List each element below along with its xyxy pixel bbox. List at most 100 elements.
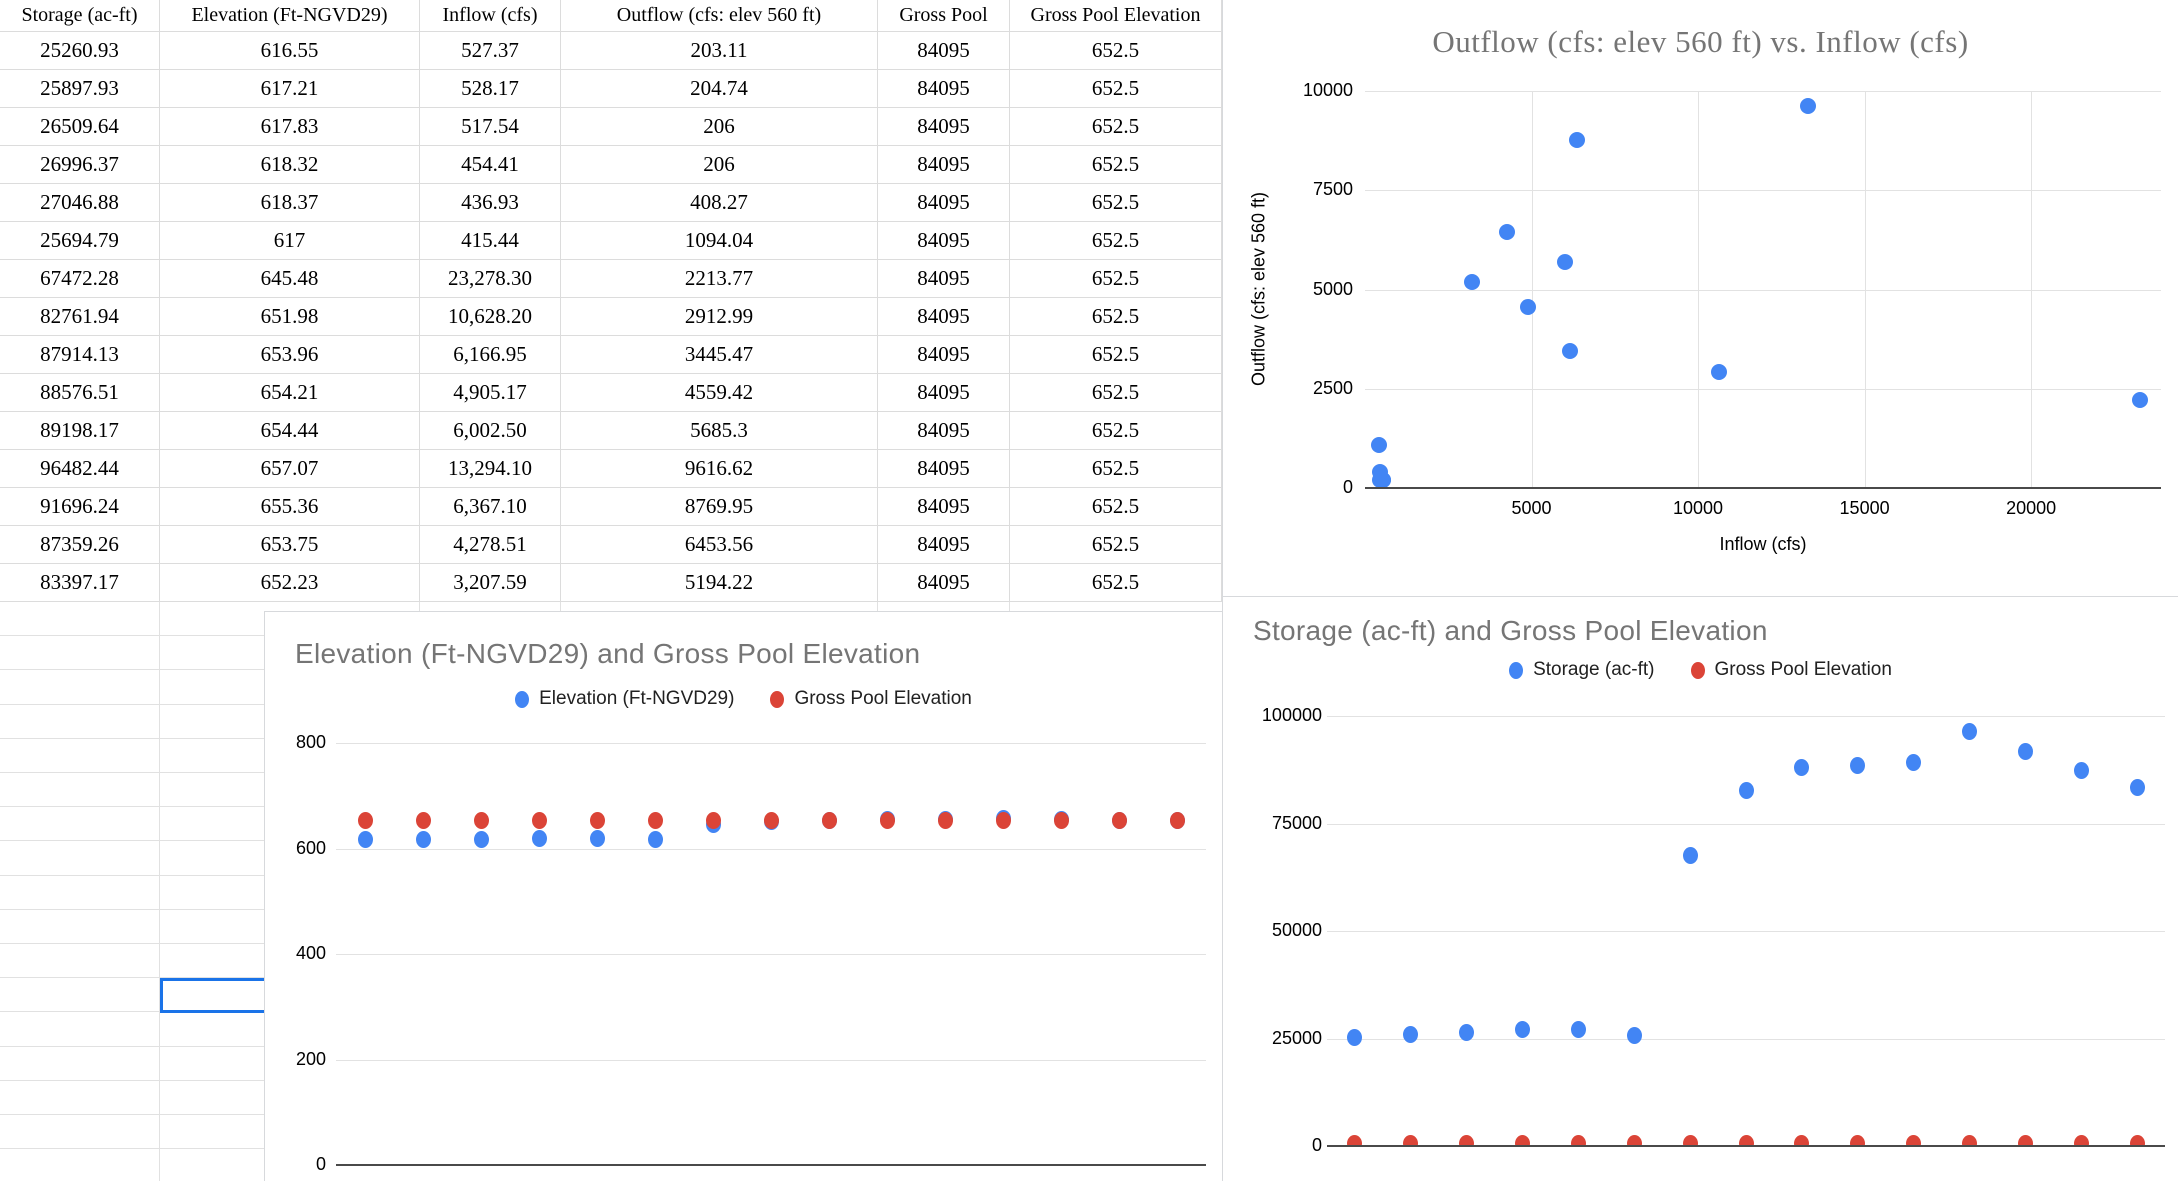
cell[interactable]: 9616.62	[561, 450, 878, 488]
data-point[interactable]	[2017, 1134, 2033, 1147]
cell[interactable]: 84095	[878, 412, 1010, 450]
data-point[interactable]	[1961, 722, 1977, 740]
cell[interactable]: 436.93	[420, 184, 561, 222]
cell[interactable]: 89198.17	[0, 412, 160, 450]
data-point[interactable]	[1738, 781, 1754, 799]
cell[interactable]: 204.74	[561, 70, 878, 108]
cell[interactable]: 652.5	[1010, 374, 1222, 412]
cell[interactable]: 5194.22	[561, 564, 878, 602]
cell[interactable]: 1094.04	[561, 222, 878, 260]
cell[interactable]: 26996.37	[0, 146, 160, 184]
data-point[interactable]	[473, 830, 489, 848]
data-point[interactable]	[357, 831, 373, 849]
cell[interactable]: 653.96	[160, 336, 420, 374]
cell[interactable]: 84095	[878, 526, 1010, 564]
cell[interactable]: 84095	[878, 336, 1010, 374]
cell[interactable]: 652.5	[1010, 222, 1222, 260]
cell[interactable]: 84095	[878, 564, 1010, 602]
cell[interactable]: 26509.64	[0, 108, 160, 146]
chart-elevation-and-gross-pool[interactable]: Elevation (Ft-NGVD29) and Gross Pool Ele…	[264, 611, 1222, 1181]
cell[interactable]: 2213.77	[561, 260, 878, 298]
data-point[interactable]	[1626, 1027, 1642, 1044]
cell[interactable]: 651.98	[160, 298, 420, 336]
cell[interactable]: 2912.99	[561, 298, 878, 336]
data-point[interactable]	[1738, 1134, 1754, 1147]
cell[interactable]: 87914.13	[0, 336, 160, 374]
cell[interactable]: 8769.95	[561, 488, 878, 526]
data-point[interactable]	[415, 830, 431, 848]
data-point[interactable]	[763, 812, 779, 830]
data-point[interactable]	[1169, 812, 1185, 830]
data-point[interactable]	[1520, 298, 1537, 315]
cell[interactable]: 84095	[878, 374, 1010, 412]
data-point[interactable]	[995, 812, 1011, 830]
data-point[interactable]	[2129, 778, 2145, 796]
data-point[interactable]	[1053, 812, 1069, 830]
cell[interactable]: 203.11	[561, 32, 878, 70]
cell[interactable]: 408.27	[561, 184, 878, 222]
cell[interactable]: 617.21	[160, 70, 420, 108]
data-point[interactable]	[1682, 1134, 1698, 1147]
cell[interactable]: 657.07	[160, 450, 420, 488]
cell[interactable]: 617.83	[160, 108, 420, 146]
data-point[interactable]	[1403, 1026, 1419, 1044]
data-point[interactable]	[647, 831, 663, 849]
data-point[interactable]	[1626, 1134, 1642, 1147]
cell[interactable]: 618.37	[160, 184, 420, 222]
cell[interactable]: 87359.26	[0, 526, 160, 564]
data-point[interactable]	[1961, 1134, 1977, 1147]
data-point[interactable]	[1794, 1134, 1810, 1147]
cell[interactable]: 6453.56	[561, 526, 878, 564]
data-point[interactable]	[1906, 753, 1922, 771]
cell[interactable]: 655.36	[160, 488, 420, 526]
cell[interactable]: 653.75	[160, 526, 420, 564]
data-point[interactable]	[879, 812, 895, 830]
cell[interactable]: 84095	[878, 222, 1010, 260]
data-point[interactable]	[1515, 1134, 1531, 1147]
cell[interactable]: 617	[160, 222, 420, 260]
cell[interactable]: 528.17	[420, 70, 561, 108]
data-point[interactable]	[1347, 1134, 1363, 1147]
column-header[interactable]: Gross Pool	[878, 0, 1010, 32]
cell[interactable]: 84095	[878, 108, 1010, 146]
cell[interactable]: 652.5	[1010, 526, 1222, 564]
cell[interactable]: 84095	[878, 260, 1010, 298]
data-point[interactable]	[1799, 98, 1816, 115]
data-point[interactable]	[2073, 1134, 2089, 1147]
cell[interactable]: 517.54	[420, 108, 561, 146]
cell[interactable]: 652.5	[1010, 108, 1222, 146]
cell[interactable]: 84095	[878, 32, 1010, 70]
cell[interactable]: 27046.88	[0, 184, 160, 222]
cell[interactable]: 654.21	[160, 374, 420, 412]
cell[interactable]: 6,166.95	[420, 336, 561, 374]
sheet-data-table[interactable]: Storage (ac-ft) Elevation (Ft-NGVD29) Infl…	[0, 0, 1222, 602]
cell[interactable]: 652.5	[1010, 412, 1222, 450]
cell[interactable]: 618.32	[160, 146, 420, 184]
data-point[interactable]	[1347, 1028, 1363, 1046]
cell[interactable]: 91696.24	[0, 488, 160, 526]
cell[interactable]: 652.5	[1010, 450, 1222, 488]
cell[interactable]: 415.44	[420, 222, 561, 260]
cell[interactable]: 13,294.10	[420, 450, 561, 488]
cell[interactable]: 4,278.51	[420, 526, 561, 564]
cell[interactable]: 6,002.50	[420, 412, 561, 450]
column-header[interactable]: Inflow (cfs)	[420, 0, 561, 32]
cell[interactable]: 82761.94	[0, 298, 160, 336]
data-point[interactable]	[1370, 436, 1387, 453]
data-point[interactable]	[2129, 1134, 2145, 1147]
data-point[interactable]	[1850, 756, 1866, 774]
data-point[interactable]	[1569, 131, 1586, 148]
cell[interactable]: 206	[561, 146, 878, 184]
data-point[interactable]	[531, 830, 547, 848]
data-point[interactable]	[2132, 392, 2149, 409]
cell[interactable]: 88576.51	[0, 374, 160, 412]
cell[interactable]: 25260.93	[0, 32, 160, 70]
cell[interactable]: 23,278.30	[420, 260, 561, 298]
data-point[interactable]	[473, 812, 489, 830]
data-point[interactable]	[1710, 364, 1727, 381]
data-point[interactable]	[531, 812, 547, 830]
cell[interactable]: 83397.17	[0, 564, 160, 602]
data-point[interactable]	[1794, 759, 1810, 777]
data-point[interactable]	[1371, 463, 1388, 480]
cell[interactable]: 652.5	[1010, 336, 1222, 374]
